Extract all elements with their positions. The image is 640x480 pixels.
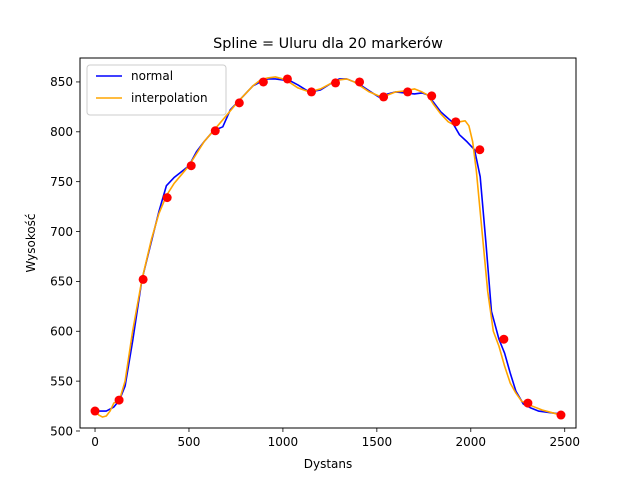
y-tick-label: 550 [50, 374, 73, 388]
x-tick-label: 1500 [362, 435, 393, 449]
marker-point [114, 395, 124, 405]
series-layer [94, 76, 562, 418]
marker-point [258, 77, 268, 87]
marker-point [306, 87, 316, 97]
y-tick-label: 850 [50, 75, 73, 89]
legend-label-normal: normal [131, 69, 173, 83]
marker-point [162, 193, 172, 203]
x-axis: 0 500 1000 1500 2000 2500 [91, 428, 580, 449]
marker-point [523, 398, 533, 408]
legend: normal interpolation [86, 64, 227, 116]
marker-point [427, 91, 437, 101]
chart-title: Spline = Uluru dla 20 markerów [213, 36, 443, 52]
y-tick-label: 650 [50, 275, 73, 289]
marker-point [210, 126, 220, 136]
series-line-normal [94, 78, 562, 415]
marker-point [138, 274, 148, 284]
marker-point [451, 117, 461, 127]
x-tick-label: 2500 [549, 435, 580, 449]
plot-background [80, 58, 576, 428]
marker-point [403, 87, 413, 97]
plot-area [79, 57, 577, 429]
y-tick-label: 600 [50, 325, 73, 339]
x-tick-label: 1000 [268, 435, 299, 449]
marker-point [499, 334, 509, 344]
marker-point [282, 74, 292, 84]
y-tick-label: 800 [50, 125, 73, 139]
marker-point [379, 92, 389, 102]
y-tick-label: 700 [50, 225, 73, 239]
marker-layer [90, 74, 566, 420]
series-line-interpolation [94, 76, 562, 418]
x-tick-label: 500 [178, 435, 201, 449]
y-axis-label: Wysokość [24, 213, 38, 272]
marker-point [556, 410, 566, 420]
marker-point [475, 145, 485, 155]
y-axis: 500 550 600 650 700 750 800 850 [50, 75, 80, 438]
y-tick-label: 500 [50, 424, 73, 438]
legend-box [86, 64, 227, 116]
x-tick-label: 2000 [456, 435, 487, 449]
axes-frame [79, 57, 577, 429]
legend-label-interpolation: interpolation [131, 91, 208, 105]
x-axis-label: Dystans [304, 457, 353, 471]
x-tick-label: 0 [91, 435, 99, 449]
marker-point [331, 78, 341, 88]
y-tick-label: 750 [50, 175, 73, 189]
marker-point [90, 406, 100, 416]
marker-point [355, 77, 365, 87]
marker-point [186, 161, 196, 171]
marker-point [234, 98, 244, 108]
